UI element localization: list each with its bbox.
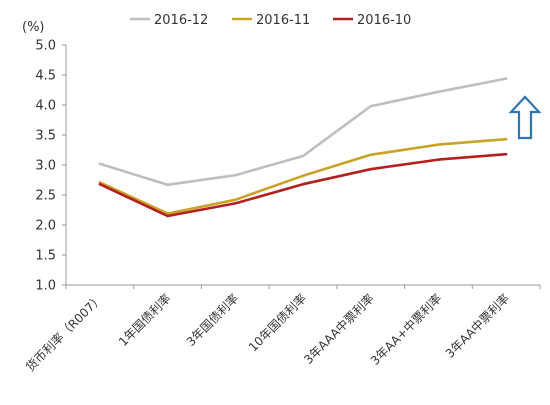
up-arrow-shape	[508, 95, 542, 140]
y-tick-label: 3.5	[35, 129, 56, 144]
x-category-label: 10年国债利率	[245, 291, 309, 355]
x-category-label: 3年AA+中票利率	[367, 291, 444, 368]
data-point-2016-11	[166, 212, 169, 215]
data-point-2016-12	[99, 163, 101, 165]
x-category-label: 3年国债利率	[183, 291, 241, 349]
data-point-2016-10	[99, 183, 101, 185]
x-category-label: 1年国债利率	[115, 291, 173, 349]
data-point-2016-11	[234, 199, 237, 201]
y-axis-ticks: 1.0 1.5 2.0 2.5 3.0 3.5 4.0 4.5 5.0	[35, 39, 66, 294]
data-point-2016-11	[437, 143, 440, 146]
data-point-2016-12	[234, 174, 237, 176]
data-point-2016-10	[302, 183, 304, 185]
y-tick-label: 1.0	[35, 279, 56, 294]
y-tick-label: 3.0	[35, 159, 56, 174]
x-axis-labels: 货币利率（R007） 1年国债利率 3年国债利率 10年国债利率3年AAA中票利率3年…	[22, 291, 512, 375]
data-point-2016-12	[369, 105, 372, 107]
y-tick-label: 1.5	[35, 249, 56, 264]
data-point-2016-10	[505, 153, 507, 155]
x-axis-ticks	[65, 285, 541, 289]
data-point-2016-12	[437, 91, 440, 93]
legend-label: 2016-10	[357, 13, 411, 28]
legend: 2016-12 2016-11 2016-10	[130, 13, 411, 28]
data-point-2016-10	[234, 202, 237, 205]
series-line-2016-10	[98, 152, 508, 218]
y-tick-label: 2.0	[35, 219, 56, 234]
y-axis-unit-label: (%)	[22, 20, 45, 35]
y-tick-label: 5.0	[35, 39, 56, 54]
data-point-2016-11	[99, 181, 101, 184]
data-point-2016-10	[166, 215, 169, 217]
series-line-2016-12	[98, 77, 508, 187]
y-tick-label: 4.0	[35, 99, 56, 114]
y-tick-label: 2.5	[35, 189, 56, 204]
data-point-2016-10	[437, 158, 440, 161]
x-category-label: 3年AAA中票利率	[301, 291, 377, 367]
y-tick-label: 4.5	[35, 69, 56, 84]
legend-label: 2016-12	[154, 13, 208, 28]
x-category-label: 货币利率（R007）	[22, 291, 106, 375]
x-category-label: 3年AA中票利率	[442, 291, 512, 361]
data-point-2016-11	[369, 154, 372, 156]
legend-label: 2016-11	[256, 13, 310, 28]
up-arrow-icon	[508, 95, 542, 140]
data-point-2016-12	[302, 155, 304, 157]
data-point-2016-12	[505, 77, 507, 80]
data-point-2016-11	[505, 138, 507, 140]
data-point-2016-10	[369, 168, 372, 170]
data-point-2016-11	[302, 175, 304, 177]
series-lines	[98, 77, 508, 218]
data-point-2016-12	[166, 184, 169, 186]
